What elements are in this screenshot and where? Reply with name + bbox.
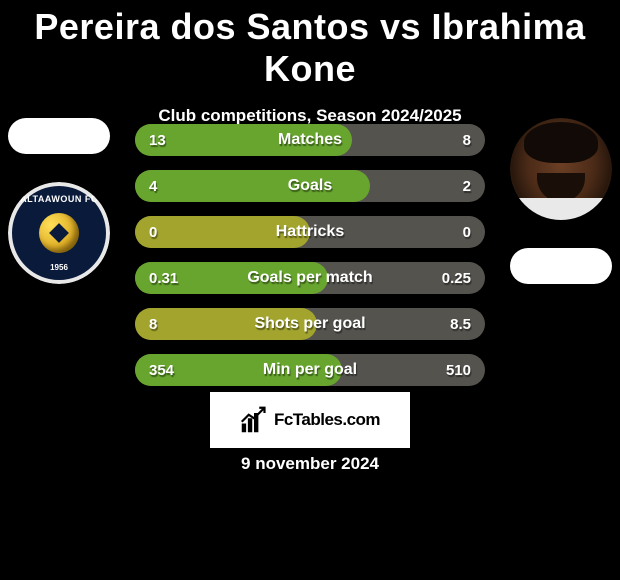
stat-row: 4Goals2 (135, 170, 485, 202)
left-team-pill (8, 118, 110, 154)
comparison-card: Pereira dos Santos vs Ibrahima Kone Club… (0, 0, 620, 580)
right-team-pill (510, 248, 612, 284)
stat-row: 0.31Goals per match0.25 (135, 262, 485, 294)
left-player-avatar: ALTAAWOUN FC 1956 (8, 182, 110, 284)
left-player-column: ALTAAWOUN FC 1956 (4, 118, 114, 284)
page-title: Pereira dos Santos vs Ibrahima Kone (0, 0, 620, 90)
stat-right-value: 8.5 (450, 308, 471, 340)
player-photo (510, 118, 612, 220)
source-logo-text: FcTables.com (274, 410, 380, 430)
crest-ball-icon (39, 213, 79, 253)
right-player-column (506, 118, 616, 284)
crest-top-text: ALTAAWOUN FC (20, 194, 98, 204)
stat-right-value: 0.25 (442, 262, 471, 294)
stat-label: Matches (135, 124, 485, 156)
right-player-avatar (510, 118, 612, 220)
stat-row: 0Hattricks0 (135, 216, 485, 248)
source-logo: FcTables.com (210, 392, 410, 448)
club-crest-icon: ALTAAWOUN FC 1956 (8, 182, 110, 284)
stat-label: Goals per match (135, 262, 485, 294)
player-photo-beard (537, 173, 586, 202)
fctables-mark-icon (240, 406, 268, 434)
stat-right-value: 0 (463, 216, 471, 248)
crest-year: 1956 (50, 263, 68, 272)
stat-right-value: 8 (463, 124, 471, 156)
stat-label: Min per goal (135, 354, 485, 386)
stat-row: 13Matches8 (135, 124, 485, 156)
stat-label: Hattricks (135, 216, 485, 248)
stat-right-value: 2 (463, 170, 471, 202)
date-text: 9 november 2024 (0, 454, 620, 474)
stat-right-value: 510 (446, 354, 471, 386)
stat-label: Goals (135, 170, 485, 202)
stats-container: 13Matches8 4Goals2 0Hattricks0 0.31Goals pe… (135, 124, 485, 400)
stat-row: 8Shots per goal8.5 (135, 308, 485, 340)
stat-label: Shots per goal (135, 308, 485, 340)
stat-row: 354Min per goal510 (135, 354, 485, 386)
